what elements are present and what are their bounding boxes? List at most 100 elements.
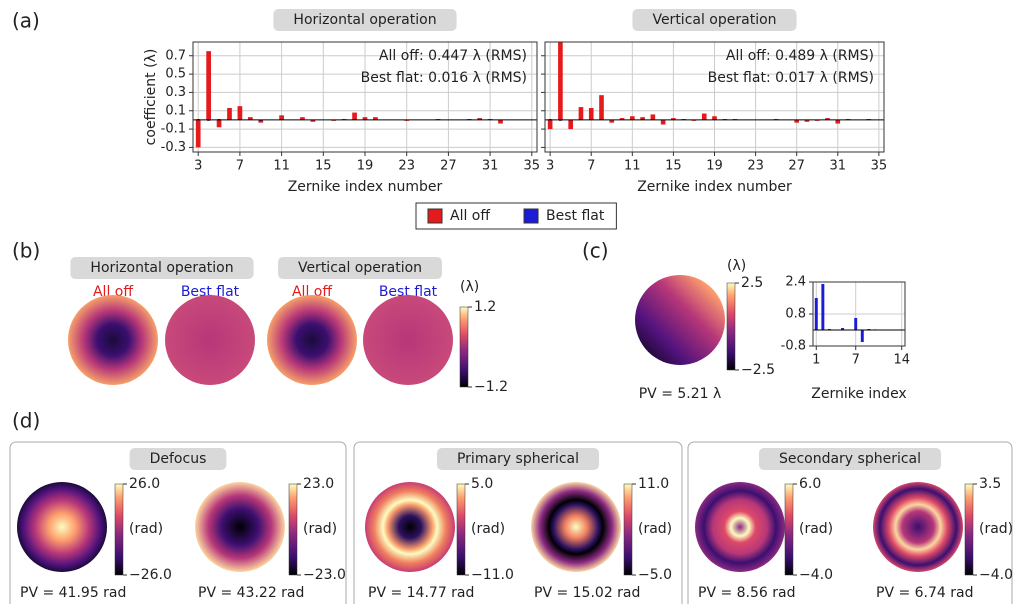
x-tick-label: 23 <box>398 159 415 174</box>
bar <box>279 115 284 120</box>
plot-frame <box>812 281 906 347</box>
panel-label: (a) <box>12 9 40 33</box>
panel-label: (b) <box>12 239 40 263</box>
colorbar-max: 2.5 <box>741 275 763 291</box>
legend-label: All off <box>450 208 490 224</box>
title-box <box>273 9 457 31</box>
colorbar-min: −4.0 <box>799 567 833 583</box>
x-tick-label: 19 <box>357 159 374 174</box>
x-axis-label: Zernike index <box>811 386 906 402</box>
annotation: All off: 0.447 λ (RMS) <box>379 48 527 64</box>
colorbar-min: −11.0 <box>471 567 514 583</box>
colorbar <box>784 483 794 576</box>
y-tick-label: 0.5 <box>165 67 186 82</box>
bar <box>300 117 305 120</box>
annotation: All off: 0.489 λ (RMS) <box>726 48 874 64</box>
title-box <box>758 448 942 470</box>
bar <box>247 117 253 120</box>
bar <box>671 118 676 120</box>
panel-label: (c) <box>582 239 609 263</box>
y-tick-label: 0.3 <box>165 85 186 100</box>
wavefront-map <box>195 482 285 572</box>
bar <box>227 108 232 120</box>
colorbar-max: 23.0 <box>303 476 334 492</box>
bar <box>310 119 316 122</box>
pv-label: PV = 6.74 rad <box>876 585 974 601</box>
wavefront-map <box>531 482 621 572</box>
x-tick-label: 31 <box>829 159 846 174</box>
title-box <box>436 448 600 470</box>
title-box <box>129 448 227 470</box>
x-tick-label: 7 <box>236 159 244 174</box>
colorbar <box>288 483 298 576</box>
colorbar-max: 6.0 <box>799 476 821 492</box>
wavefront-map <box>365 482 455 572</box>
colorbar-unit: (rad) <box>303 521 337 537</box>
bar <box>860 330 864 342</box>
legend-swatch <box>523 208 539 224</box>
bar <box>814 298 818 330</box>
bar <box>558 42 563 120</box>
x-tick-label: 23 <box>747 159 764 174</box>
bar <box>578 107 584 120</box>
bar <box>195 119 201 148</box>
section-frame <box>687 441 1013 604</box>
wavefront-map <box>635 275 725 365</box>
plot-frame <box>192 41 538 153</box>
colorbar <box>964 483 974 576</box>
y-axis-label: coefficient (λ) <box>143 49 159 146</box>
y-tick-label: -0.3 <box>161 140 186 155</box>
bar <box>498 119 503 124</box>
pv-label: PV = 8.56 rad <box>698 585 796 601</box>
wavefront-map <box>695 482 785 572</box>
x-tick-label: 15 <box>315 159 332 174</box>
bar <box>804 119 810 122</box>
colorbar-max: 3.5 <box>979 476 1001 492</box>
colorbar-min: −2.5 <box>741 362 775 378</box>
bar <box>660 119 666 125</box>
colorbar-max: 1.2 <box>474 299 496 315</box>
x-tick-label: 3 <box>194 159 202 174</box>
section-frame <box>353 441 683 604</box>
bar <box>258 119 264 123</box>
bar <box>619 118 625 120</box>
colorbar-min: −1.2 <box>474 379 508 395</box>
colorbar-min: −5.0 <box>638 567 672 583</box>
annotation: Best flat: 0.016 λ (RMS) <box>361 70 527 86</box>
colorbar <box>114 483 124 576</box>
pv-label: PV = 43.22 rad <box>198 585 304 601</box>
colorbar-min: −4.0 <box>979 567 1013 583</box>
bar <box>609 119 615 123</box>
panel-label: (d) <box>12 409 40 433</box>
x-tick-label: 31 <box>482 159 499 174</box>
x-tick-label: 19 <box>706 159 723 174</box>
colorbar-unit: (λ) <box>727 258 746 274</box>
legend-label: Best flat <box>546 208 605 224</box>
x-tick-label: 11 <box>273 159 290 174</box>
x-tick-label: 7 <box>587 159 595 174</box>
x-tick-label: 3 <box>546 159 554 174</box>
colorbar-unit: (rad) <box>638 521 672 537</box>
wavefront-map <box>873 482 963 572</box>
bar <box>237 106 243 120</box>
title-box <box>70 257 254 279</box>
bar <box>373 117 378 120</box>
chart-title: Vertical operation <box>652 12 776 28</box>
bar <box>362 117 368 120</box>
bar <box>216 119 222 128</box>
x-tick-label: 1 <box>812 353 820 368</box>
legend-swatch <box>427 208 443 224</box>
pv-label: PV = 14.77 rad <box>368 585 474 601</box>
colorbar-unit: (λ) <box>460 279 479 295</box>
bar <box>640 117 645 120</box>
colorbar-unit: (rad) <box>129 521 163 537</box>
bar <box>841 328 845 330</box>
panel-title: Horizontal operation <box>90 260 233 276</box>
map-label: Best flat <box>379 284 438 300</box>
colorbar-min: −23.0 <box>303 567 346 583</box>
colorbar <box>456 483 466 576</box>
y-tick-label: 0.8 <box>785 307 806 322</box>
bar <box>701 113 707 120</box>
wavefront-map <box>17 482 107 572</box>
